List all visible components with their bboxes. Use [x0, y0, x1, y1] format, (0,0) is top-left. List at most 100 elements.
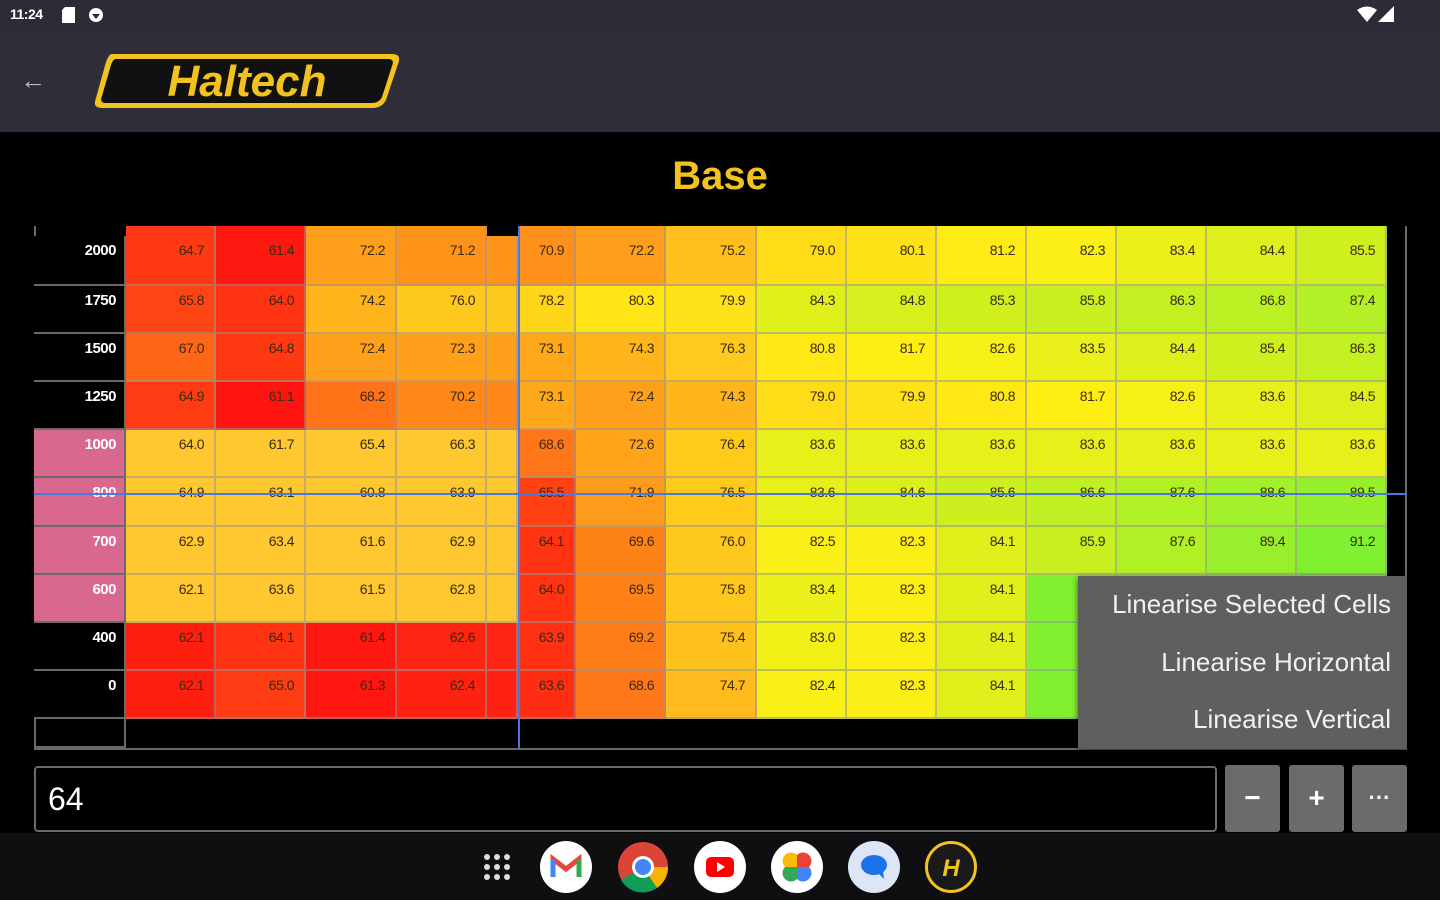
table-cell[interactable]: 62.4 [397, 671, 487, 719]
table-cell[interactable]: 65.0 [216, 671, 306, 719]
table-cell[interactable]: 64.0 [518, 575, 576, 623]
row-header[interactable]: 1000 [34, 430, 126, 478]
table-cell[interactable]: 80.8 [757, 334, 847, 382]
table-cell[interactable]: 74.3 [666, 382, 757, 430]
table-cell[interactable]: 84.1 [937, 623, 1027, 671]
table-cell[interactable]: 64.9 [126, 382, 216, 430]
table-cell[interactable]: 62.8 [397, 575, 487, 623]
table-cell[interactable]: 61.3 [306, 671, 397, 719]
table-cell[interactable]: 65.4 [306, 430, 397, 478]
table-cell[interactable]: 82.5 [757, 527, 847, 575]
table-cell[interactable]: 61.4 [306, 623, 397, 671]
table-cell[interactable]: 72.4 [306, 334, 397, 382]
table-cell[interactable]: 62.9 [397, 527, 487, 575]
table-cell[interactable]: 76.0 [666, 527, 757, 575]
table-cell[interactable]: 82.3 [847, 527, 937, 575]
table-cell[interactable]: 62.6 [397, 623, 487, 671]
table-cell[interactable]: 84.1 [937, 527, 1027, 575]
table-cell[interactable]: 80.8 [937, 382, 1027, 430]
table-cell[interactable]: 65.5 [518, 478, 576, 527]
table-cell[interactable]: 79.9 [847, 382, 937, 430]
table-cell[interactable]: 74.7 [666, 671, 757, 719]
table-cell[interactable]: 61.7 [216, 430, 306, 478]
table-cell-partial[interactable] [397, 226, 487, 236]
cell-value-field[interactable] [34, 766, 1217, 832]
table-cell[interactable]: 83.6 [1207, 382, 1297, 430]
table-cell[interactable]: 64.7 [126, 236, 216, 286]
table-cell[interactable]: 83.6 [1207, 430, 1297, 478]
table-cell[interactable]: 61.4 [216, 236, 306, 286]
table-cell[interactable]: 91.2 [1297, 527, 1387, 575]
table-cell[interactable]: 78.2 [518, 286, 576, 334]
table-cell[interactable]: 86.6 [1027, 478, 1117, 527]
table-cell[interactable]: 85.8 [1027, 286, 1117, 334]
table-cell[interactable]: 83.4 [1117, 236, 1207, 286]
cell-value-input[interactable] [46, 780, 1150, 819]
table-cell[interactable]: 72.4 [576, 382, 666, 430]
row-header[interactable]: 600 [34, 575, 126, 623]
table-cell[interactable]: 83.6 [1027, 430, 1117, 478]
table-cell[interactable]: 62.1 [126, 575, 216, 623]
table-cell[interactable]: 89.5 [1297, 478, 1387, 527]
table-cell[interactable]: 83.6 [757, 430, 847, 478]
table-cell[interactable]: 84.8 [847, 286, 937, 334]
table-cell[interactable]: 86.3 [1117, 286, 1207, 334]
table-cell[interactable]: 83.5 [1027, 334, 1117, 382]
table-cell[interactable]: 84.1 [937, 575, 1027, 623]
table-cell[interactable]: 83.6 [1297, 430, 1387, 478]
table-cell[interactable]: 82.3 [1027, 236, 1117, 286]
table-cell[interactable]: 72.2 [306, 236, 397, 286]
table-cell[interactable]: 84.4 [1207, 236, 1297, 286]
row-header[interactable]: 2000 [34, 236, 126, 286]
menu-item-linearise-vertical[interactable]: Linearise Vertical [1193, 704, 1391, 735]
row-header[interactable]: 1500 [34, 334, 126, 382]
table-cell[interactable]: 76.0 [397, 286, 487, 334]
decrement-button[interactable]: − [1225, 765, 1280, 832]
table-cell[interactable]: 67.0 [126, 334, 216, 382]
table-cell[interactable]: 63.4 [216, 527, 306, 575]
table-cell[interactable]: 61.6 [306, 527, 397, 575]
more-options-button[interactable]: ··· [1352, 765, 1407, 832]
back-button[interactable]: ← [18, 66, 48, 96]
row-header[interactable]: 700 [34, 527, 126, 575]
table-cell[interactable]: 61.5 [306, 575, 397, 623]
table-cell-partial[interactable] [666, 226, 757, 236]
table-cell[interactable]: 63.6 [518, 671, 576, 719]
table-cell[interactable]: 63.6 [216, 575, 306, 623]
table-cell[interactable]: 81.7 [1027, 382, 1117, 430]
app-drawer-icon[interactable] [471, 841, 523, 893]
table-cell[interactable]: 85.5 [1297, 236, 1387, 286]
table-cell[interactable]: 70.2 [397, 382, 487, 430]
chrome-icon[interactable] [617, 841, 669, 893]
table-cell[interactable]: 72.3 [397, 334, 487, 382]
table-cell[interactable]: 64.0 [126, 430, 216, 478]
table-cell-partial[interactable] [1207, 226, 1297, 236]
table-cell-partial[interactable] [847, 226, 937, 236]
table-cell[interactable]: 62.1 [126, 671, 216, 719]
table-cell[interactable]: 71.2 [397, 236, 487, 286]
table-cell[interactable]: 79.9 [666, 286, 757, 334]
table-cell[interactable]: 82.3 [847, 623, 937, 671]
table-cell[interactable]: 82.6 [937, 334, 1027, 382]
table-cell[interactable]: 73.1 [518, 382, 576, 430]
table-cell[interactable]: 79.0 [757, 236, 847, 286]
row-header[interactable]: 400 [34, 623, 126, 671]
table-cell[interactable]: 74.2 [306, 286, 397, 334]
table-cell[interactable]: 83.6 [757, 478, 847, 527]
table-cell[interactable]: 69.6 [576, 527, 666, 575]
table-cell[interactable]: 75.4 [666, 623, 757, 671]
table-cell[interactable]: 69.5 [576, 575, 666, 623]
table-cell[interactable]: 63.9 [397, 478, 487, 527]
table-cell-partial[interactable] [1027, 226, 1117, 236]
table-cell[interactable]: 82.6 [1117, 382, 1207, 430]
table-cell[interactable]: 89.4 [1207, 527, 1297, 575]
row-header[interactable]: 800 [34, 478, 126, 527]
row-header[interactable]: 0 [34, 671, 126, 719]
gmail-icon[interactable] [540, 841, 592, 893]
haltech-app-icon[interactable]: H [925, 841, 977, 893]
table-cell[interactable]: 86.8 [1207, 286, 1297, 334]
table-cell[interactable]: 64.1 [518, 527, 576, 575]
table-cell[interactable]: 64.9 [126, 478, 216, 527]
photos-icon[interactable] [771, 841, 823, 893]
table-cell[interactable]: 84.5 [1297, 382, 1387, 430]
